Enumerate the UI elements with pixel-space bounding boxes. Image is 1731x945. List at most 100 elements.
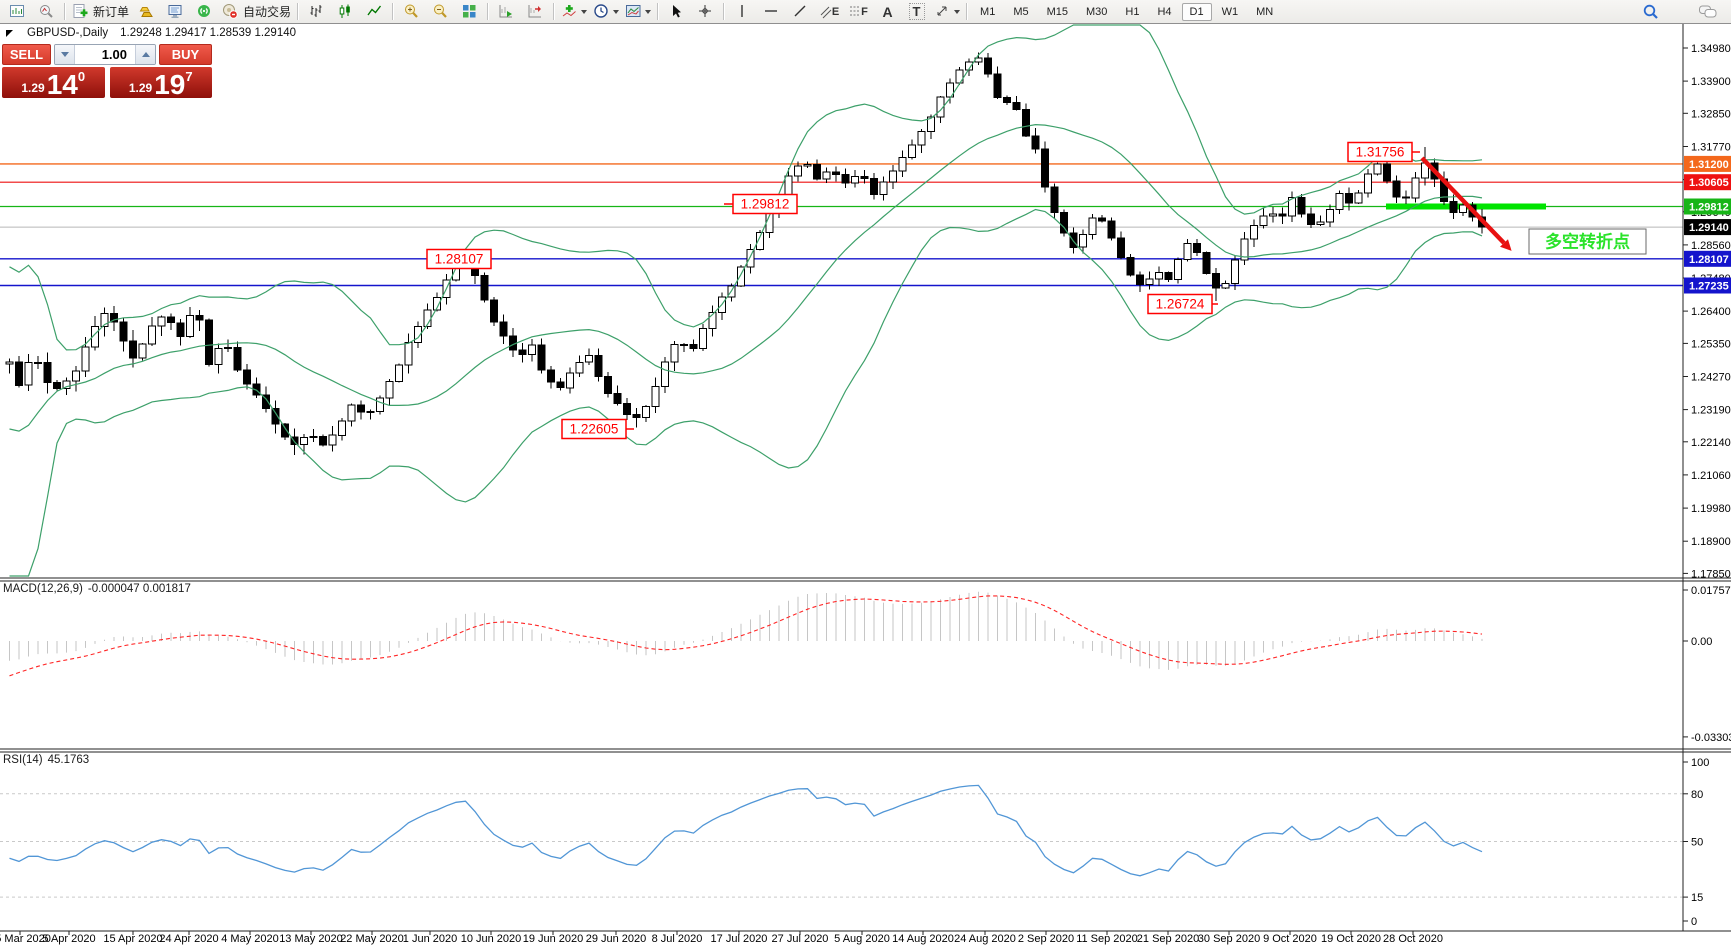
svg-text:0: 0 bbox=[1691, 916, 1697, 928]
channel-icon bbox=[820, 6, 832, 19]
zoom-out-button[interactable] bbox=[426, 1, 455, 23]
svg-text:1.22140: 1.22140 bbox=[1691, 437, 1731, 449]
new-order-icon bbox=[73, 4, 88, 18]
timeframe-m1[interactable]: M1 bbox=[980, 5, 996, 18]
search-button[interactable] bbox=[1636, 1, 1665, 23]
chevron-down-icon bbox=[645, 9, 652, 14]
sell-price-pipette: 0 bbox=[77, 69, 86, 84]
timeframe-m15[interactable]: M15 bbox=[1046, 5, 1068, 18]
fibonacci-icon bbox=[850, 6, 861, 16]
signals-button[interactable] bbox=[190, 1, 219, 23]
svg-text:19 Oct 2020: 19 Oct 2020 bbox=[1321, 933, 1381, 945]
macd-values: -0.000047 0.001817 bbox=[87, 583, 191, 595]
zoom-in-button[interactable] bbox=[397, 1, 426, 23]
svg-text:5 Aug 2020: 5 Aug 2020 bbox=[834, 933, 890, 945]
channel-tool-button[interactable]: E bbox=[815, 1, 844, 23]
pane-separators[interactable] bbox=[0, 24, 1731, 932]
svg-text:1.26400: 1.26400 bbox=[1691, 306, 1731, 318]
svg-text:1.31756: 1.31756 bbox=[1356, 145, 1405, 160]
chart-shift-icon bbox=[528, 5, 542, 18]
timeframe-d1[interactable]: D1 bbox=[1181, 2, 1212, 21]
periods-button[interactable] bbox=[590, 1, 622, 23]
crosshair-tool-button[interactable] bbox=[691, 1, 720, 23]
timeframe-h1[interactable]: H1 bbox=[1125, 5, 1140, 18]
templates-button[interactable] bbox=[622, 1, 654, 23]
svg-text:1.26724: 1.26724 bbox=[1156, 297, 1205, 312]
trendline-icon bbox=[794, 5, 806, 17]
sell-price-main: 14 bbox=[46, 68, 78, 100]
turning-point-annotation[interactable]: 多空转折点 bbox=[1528, 228, 1647, 255]
buy-price-main: 19 bbox=[154, 68, 186, 100]
callout-1.28107[interactable] bbox=[426, 248, 492, 270]
timeframe-mn[interactable]: MN bbox=[1256, 5, 1274, 18]
svg-text:24 Apr 2020: 24 Apr 2020 bbox=[159, 933, 218, 945]
svg-text:1.17850: 1.17850 bbox=[1691, 568, 1731, 580]
tick-chart-icon bbox=[40, 5, 53, 18]
buy-price-pipette: 7 bbox=[185, 69, 193, 84]
svg-text:100: 100 bbox=[1691, 757, 1709, 769]
svg-text:0.00: 0.00 bbox=[1691, 636, 1712, 648]
svg-text:1.29140: 1.29140 bbox=[1689, 222, 1729, 234]
indicators-button[interactable] bbox=[558, 1, 590, 23]
autotrading-button[interactable]: 自动交易 bbox=[219, 1, 294, 23]
buy-button[interactable]: BUY bbox=[159, 44, 212, 65]
chart-canvas[interactable]: 1.349801.339001.328501.317701.306901.296… bbox=[0, 23, 1731, 945]
volume-increase-button[interactable] bbox=[135, 45, 155, 64]
tick-chart-button[interactable] bbox=[32, 1, 61, 23]
bar-chart-icon bbox=[310, 5, 322, 17]
buy-price-button[interactable]: 1.29 19 7 bbox=[109, 67, 212, 100]
svg-text:1.27235: 1.27235 bbox=[1689, 281, 1729, 293]
new-chart-button[interactable] bbox=[3, 1, 32, 23]
fibonacci-tool-button[interactable]: F bbox=[844, 1, 873, 23]
bar-chart-type-button[interactable] bbox=[302, 1, 331, 23]
callout-1.31756[interactable] bbox=[1347, 141, 1413, 163]
ohlc-values: 1.29248 1.29417 1.28539 1.29140 bbox=[120, 27, 297, 39]
sell-price-button[interactable]: 1.29 14 0 bbox=[2, 67, 105, 98]
trendline-tool-button[interactable] bbox=[786, 1, 815, 23]
svg-text:9 Oct 2020: 9 Oct 2020 bbox=[1263, 933, 1317, 945]
horizontal-line-tool-button[interactable] bbox=[757, 1, 786, 23]
trend-arrow[interactable] bbox=[1420, 156, 1512, 251]
terminal-button[interactable] bbox=[161, 1, 190, 23]
svg-text:27 Jul 2020: 27 Jul 2020 bbox=[772, 933, 829, 945]
callout-1.29812[interactable] bbox=[732, 193, 798, 215]
vertical-line-tool-button[interactable] bbox=[728, 1, 757, 23]
new-order-button[interactable]: 新订单 bbox=[69, 1, 132, 23]
text-label-tool-button[interactable]: T bbox=[902, 1, 931, 23]
volume-input[interactable] bbox=[75, 45, 135, 64]
volume-stepper bbox=[54, 44, 156, 65]
metaeditor-button[interactable] bbox=[132, 1, 161, 23]
volume-decrease-button[interactable] bbox=[55, 45, 75, 64]
svg-text:1.28107: 1.28107 bbox=[435, 252, 484, 267]
line-chart-type-button[interactable] bbox=[360, 1, 389, 23]
svg-text:50: 50 bbox=[1691, 837, 1703, 849]
auto-scroll-button[interactable] bbox=[492, 1, 521, 23]
chart-shift-button[interactable] bbox=[521, 1, 550, 23]
text-tool-button[interactable]: A bbox=[873, 1, 902, 23]
callout-1.26724[interactable] bbox=[1147, 293, 1213, 315]
svg-text:1.34980: 1.34980 bbox=[1691, 43, 1731, 55]
line-chart-icon bbox=[367, 5, 382, 16]
svg-text:-0.033037: -0.033037 bbox=[1691, 732, 1731, 744]
rsi-value: 45.1763 bbox=[47, 754, 90, 766]
callout-1.22605[interactable] bbox=[561, 418, 627, 440]
tile-windows-button[interactable] bbox=[455, 1, 484, 23]
chat-button[interactable] bbox=[1693, 1, 1722, 23]
svg-text:8 Jul 2020: 8 Jul 2020 bbox=[652, 933, 703, 945]
arrows-icon bbox=[937, 6, 947, 16]
timeframe-w1[interactable]: W1 bbox=[1221, 5, 1239, 18]
triangle-down-icon bbox=[60, 52, 69, 57]
timeframe-h4[interactable]: H4 bbox=[1157, 5, 1172, 18]
timeframe-m30[interactable]: M30 bbox=[1086, 5, 1108, 18]
macd-pane-label: MACD(12,26,9) -0.000047 0.001817 bbox=[3, 583, 191, 595]
timeframe-m5[interactable]: M5 bbox=[1013, 5, 1029, 18]
svg-text:25 Mar 2020: 25 Mar 2020 bbox=[0, 933, 51, 945]
sell-button[interactable]: SELL bbox=[2, 44, 51, 65]
svg-text:4 May 2020: 4 May 2020 bbox=[221, 933, 278, 945]
arrows-tool-button[interactable] bbox=[931, 1, 963, 23]
cursor-tool-button[interactable] bbox=[662, 1, 691, 23]
svg-text:多空转折点: 多空转折点 bbox=[1545, 232, 1630, 252]
candlestick-type-button[interactable] bbox=[331, 1, 360, 23]
price-callouts[interactable]: 1.31756 1.29812 1.28107 1.26724 1.22605 bbox=[426, 141, 1420, 440]
